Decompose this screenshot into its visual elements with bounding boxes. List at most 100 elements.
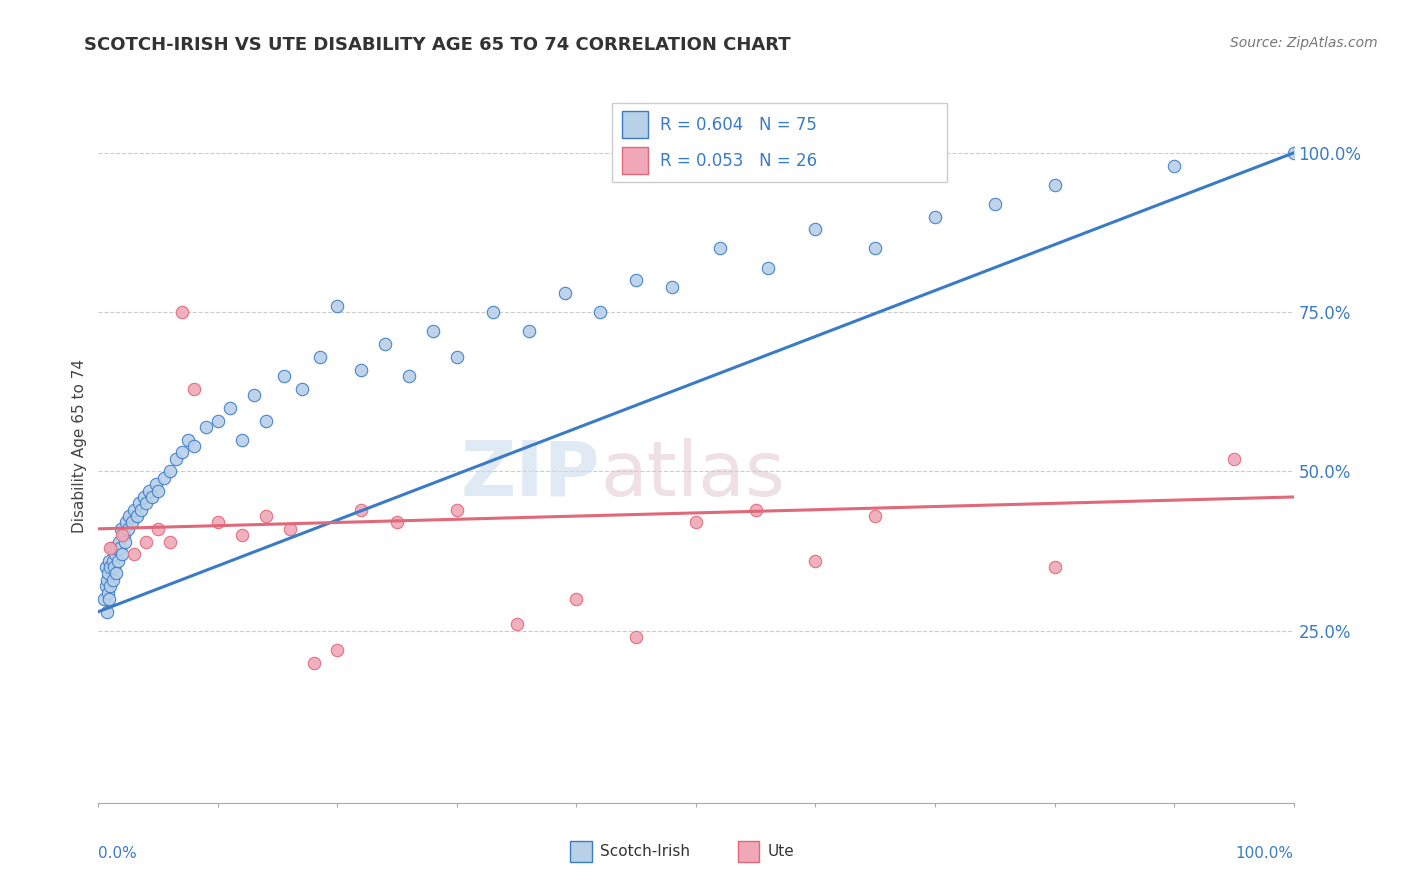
Point — [93, 591, 115, 606]
Point — [865, 509, 887, 524]
Point — [273, 368, 295, 383]
Point — [111, 547, 134, 561]
Point — [132, 490, 155, 504]
Point — [350, 502, 373, 516]
Point — [1223, 451, 1246, 466]
Point — [172, 445, 194, 459]
Point — [121, 516, 143, 530]
Point — [98, 560, 122, 574]
Point — [135, 534, 157, 549]
Text: SCOTCH-IRISH VS UTE DISABILITY AGE 65 TO 74 CORRELATION CHART: SCOTCH-IRISH VS UTE DISABILITY AGE 65 TO… — [84, 36, 792, 54]
Point — [554, 286, 576, 301]
Point — [517, 324, 540, 338]
Text: 0.0%: 0.0% — [98, 846, 138, 861]
Point — [626, 630, 648, 644]
Point — [1043, 178, 1066, 192]
Point — [302, 656, 325, 670]
Point — [924, 210, 946, 224]
Point — [94, 579, 117, 593]
Point — [111, 528, 134, 542]
Point — [105, 541, 128, 555]
Point — [135, 496, 157, 510]
Point — [865, 242, 887, 256]
Point — [243, 388, 266, 402]
FancyBboxPatch shape — [738, 840, 759, 862]
Point — [98, 579, 122, 593]
Point — [101, 573, 124, 587]
Point — [131, 502, 153, 516]
Point — [565, 591, 588, 606]
Point — [207, 413, 229, 427]
Point — [422, 324, 444, 338]
Point — [94, 560, 117, 574]
Point — [1163, 159, 1185, 173]
Point — [446, 350, 468, 364]
Point — [98, 554, 121, 568]
Point — [117, 522, 139, 536]
FancyBboxPatch shape — [621, 112, 648, 138]
Point — [398, 368, 420, 383]
Text: Scotch-Irish: Scotch-Irish — [600, 844, 690, 859]
Text: atlas: atlas — [600, 438, 785, 511]
Text: Ute: Ute — [768, 844, 794, 859]
Point — [804, 554, 827, 568]
Point — [125, 509, 148, 524]
Point — [165, 451, 187, 466]
FancyBboxPatch shape — [613, 103, 948, 182]
Point — [159, 534, 181, 549]
Point — [124, 547, 146, 561]
Point — [481, 305, 505, 319]
Point — [626, 273, 648, 287]
Point — [100, 541, 122, 555]
Point — [231, 433, 253, 447]
Text: ZIP: ZIP — [461, 438, 600, 511]
Point — [804, 222, 827, 236]
Point — [506, 617, 529, 632]
FancyBboxPatch shape — [621, 147, 648, 174]
Y-axis label: Disability Age 65 to 74: Disability Age 65 to 74 — [72, 359, 87, 533]
Point — [128, 496, 150, 510]
Point — [326, 299, 349, 313]
Point — [138, 483, 160, 498]
Point — [98, 591, 121, 606]
Point — [96, 573, 118, 587]
Point — [350, 362, 373, 376]
Point — [745, 502, 768, 516]
Point — [98, 541, 122, 555]
Point — [97, 585, 120, 599]
Point — [141, 490, 163, 504]
Point — [207, 516, 229, 530]
Point — [118, 509, 141, 524]
Point — [385, 516, 409, 530]
Point — [446, 502, 468, 516]
Text: 100.0%: 100.0% — [1236, 846, 1294, 861]
Point — [104, 547, 127, 561]
Point — [219, 401, 242, 415]
Point — [183, 439, 205, 453]
Point — [145, 477, 167, 491]
Point — [1282, 145, 1305, 160]
Point — [115, 516, 138, 530]
Point — [105, 566, 128, 581]
Point — [101, 554, 124, 568]
Point — [756, 260, 779, 275]
Point — [278, 522, 301, 536]
Point — [709, 242, 731, 256]
Point — [589, 305, 612, 319]
Point — [97, 566, 120, 581]
Point — [112, 528, 135, 542]
Point — [291, 382, 314, 396]
Point — [107, 534, 129, 549]
Point — [685, 516, 707, 530]
Point — [254, 509, 277, 524]
Point — [159, 465, 181, 479]
Point — [308, 350, 330, 364]
Point — [195, 420, 218, 434]
Point — [153, 471, 176, 485]
Text: R = 0.053   N = 26: R = 0.053 N = 26 — [661, 152, 817, 169]
Point — [96, 605, 118, 619]
Point — [984, 197, 1007, 211]
Point — [148, 522, 170, 536]
Point — [374, 337, 396, 351]
Text: R = 0.604   N = 75: R = 0.604 N = 75 — [661, 116, 817, 134]
